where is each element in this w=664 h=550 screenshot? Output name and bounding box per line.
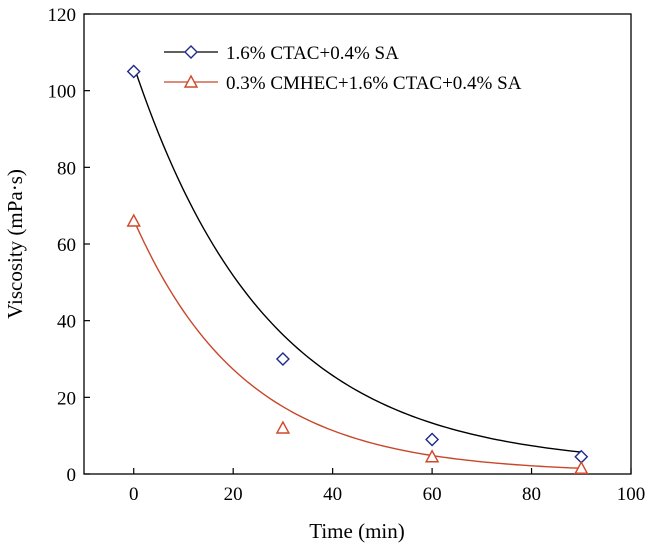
fit-curve-series-2 [133,219,582,470]
y-tick-label: 60 [57,235,76,256]
axis-ticks: 0 20 40 60 80 100 0 20 40 60 80 100 120 [48,5,646,505]
fit-curve-series-1 [133,65,582,453]
y-tick-label: 0 [67,465,77,486]
y-tick-label: 120 [48,5,77,26]
data-point-series-1 [126,64,141,79]
x-tick-label: 40 [323,484,342,505]
data-point-series-1 [275,352,290,366]
x-tick-label: 0 [129,484,139,505]
fit-curves [133,65,582,470]
y-tick-label: 20 [57,388,76,409]
x-tick-label: 100 [617,484,646,505]
x-tick-label: 80 [522,484,541,505]
data-point-series-2 [275,420,291,434]
legend-marker-triangle [183,74,199,88]
y-tick-label: 100 [48,82,77,103]
data-point-series-2 [574,460,589,474]
x-tick-label: 60 [423,484,442,505]
legend: 1.6% CTAC+0.4% SA 0.3% CMHEC+1.6% CTAC+0… [164,43,522,94]
y-tick-label: 80 [57,158,76,179]
legend-marker-diamond [184,45,198,59]
data-markers [126,64,589,474]
x-tick-label: 20 [224,484,243,505]
y-tick-label: 40 [57,312,76,333]
x-axis-title: Time (min) [309,519,404,543]
data-point-series-2 [126,213,141,227]
data-point-series-2 [424,449,440,463]
legend-label-series-1: 1.6% CTAC+0.4% SA [226,43,399,64]
legend-label-series-2: 0.3% CMHEC+1.6% CTAC+0.4% SA [226,73,522,94]
data-point-series-1 [425,432,440,447]
y-axis-title: Viscosity (mPa·s) [3,169,27,319]
